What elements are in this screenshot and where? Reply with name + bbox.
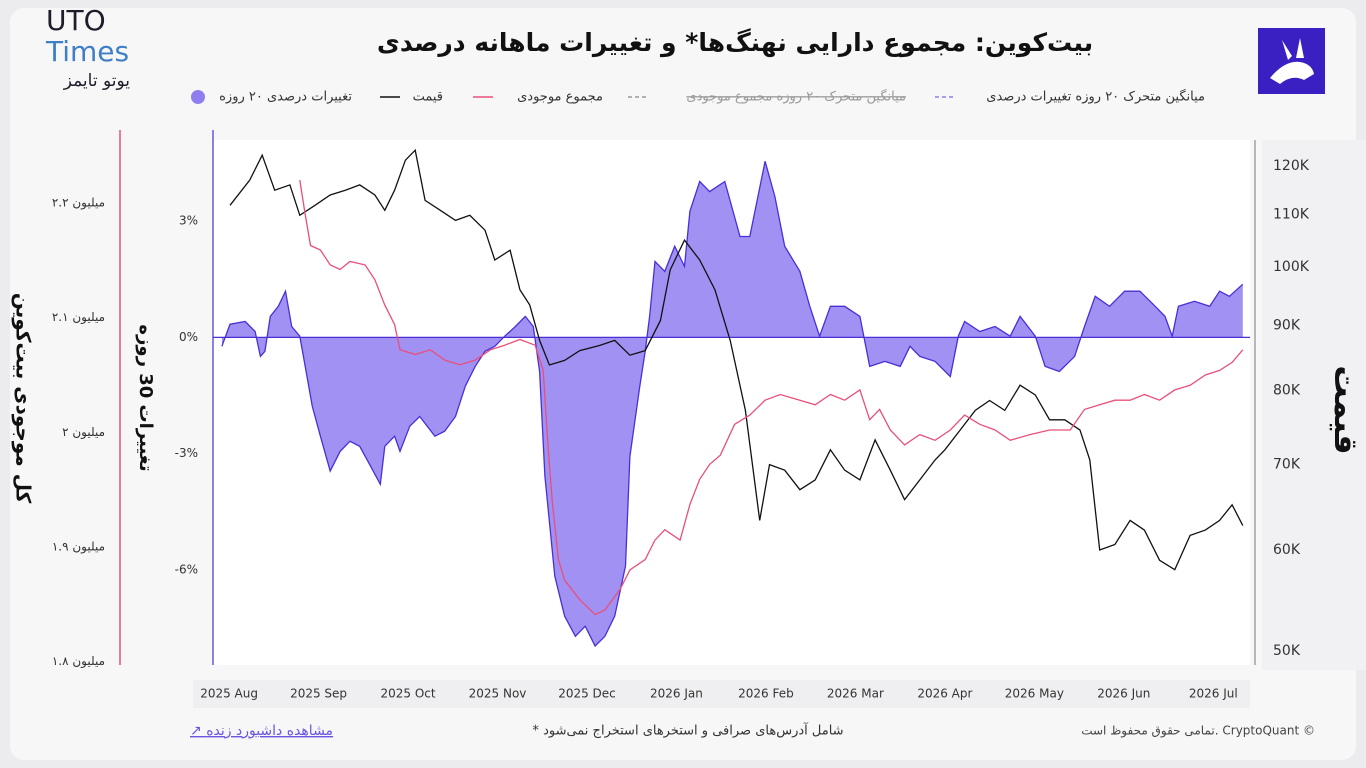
brand-icon-bg [1258,28,1325,94]
y3-axis-title: کل موجودی بیت‌کوین [12,293,36,504]
x-tick-label: 2025 Dec [558,687,616,701]
y2-tick-label: 120K [1273,158,1310,174]
area-line [221,161,1244,648]
x-tick-label: 2026 Apr [917,687,972,701]
legend-item: مجموع موجودی [473,90,603,105]
y2-tick-label: 70K [1273,457,1301,473]
y-tick-label: 0% [179,330,198,344]
x-tick-label: 2025 Sep [290,687,347,701]
y-tick-label: -6% [175,563,198,577]
y2-axis-title: قیمت [1327,365,1365,454]
x-tick-label: 2026 Jun [1097,687,1150,701]
legend-swatch [191,90,205,104]
x-tick-label: 2026 Mar [827,687,884,701]
legend-label: میانگین متحرک ۲۰ روزه تغییرات درصدی [986,89,1205,105]
y3-tick-label: ۲.۲ میلیون [52,196,105,211]
legend-label: قیمت [413,90,443,105]
x-tick-label: 2026 Jul [1189,687,1238,701]
y2-tick-label: 50K [1273,643,1301,659]
legend-item: قیمت [380,90,443,105]
x-tick-label: 2025 Aug [200,687,258,701]
y-tick-label: 3% [179,214,198,228]
y-tick-label: -3% [175,446,198,460]
x-tick-label: 2025 Nov [469,687,527,701]
legend-label: میانگین متحرک ۲۰ روزه مجموع موجودی [686,89,906,105]
brand-icon [1258,28,1325,94]
x-axis-band [193,680,1250,708]
y2-tick-label: 110K [1273,206,1310,222]
legend-label: تغییرات درصدی ۲۰ روزه [219,90,352,105]
y3-tick-label: ۲ میلیون [62,425,105,440]
y2-tick-label: 60K [1273,542,1301,558]
y-axis-title: تغییرات 30 روزه [135,324,156,471]
logo-line1: UTO [46,4,106,37]
dashboard-link[interactable]: ↗ مشاهده داشبورد زنده [190,723,333,739]
y2-tick-label: 90K [1273,317,1301,333]
y3-tick-label: ۱.۹ میلیون [52,539,105,554]
legend-item: تغییرات درصدی ۲۰ روزه [191,90,352,105]
line [229,148,1244,571]
x-tick-label: 2025 Oct [380,687,435,701]
logo-fa: یوتو تایمز [63,71,131,91]
y2-tick-label: 80K [1273,383,1301,399]
x-tick-label: 2026 Feb [738,687,794,701]
legend-item: میانگین متحرک ۲۰ روزه مجموع موجودی [628,89,906,105]
chart-title: بیت‌کوین: مجموع دارایی نهنگ‌ها* و تغییرا… [377,28,1093,58]
legend-label: مجموع موجودی [517,90,603,105]
brand-icon-shape [1270,38,1314,84]
legend-item: میانگین متحرک ۲۰ روزه تغییرات درصدی [935,89,1205,105]
footnote: * شامل آدرس‌های صرافی و استخرهای استخراج… [532,722,843,739]
price-axis-panel [1262,140,1366,670]
x-tick-label: 2026 May [1005,687,1064,701]
x-tick-label: 2026 Jan [650,687,703,701]
line [299,179,1244,616]
y2-tick-label: 100K [1273,259,1310,275]
y3-tick-label: ۱.۸ میلیون [52,654,105,669]
y3-tick-label: ۲.۱ میلیون [52,310,105,325]
copyright: تمامی حقوق محفوظ است. CryptoQuant © [1081,724,1315,739]
logo-line2: Times [45,35,129,68]
area-fill [221,161,1243,647]
